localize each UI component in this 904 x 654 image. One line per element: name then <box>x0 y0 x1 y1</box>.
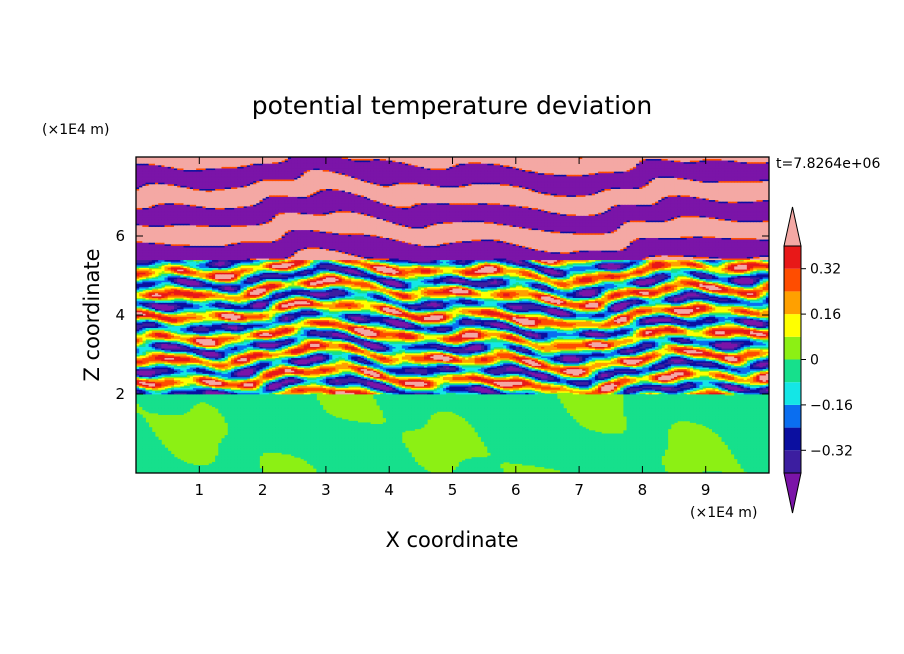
field-cell <box>573 419 577 421</box>
field-cell <box>380 424 384 426</box>
field-cell <box>221 438 225 440</box>
field-cell <box>218 443 222 445</box>
field-cell <box>139 415 143 417</box>
field-cell <box>329 415 333 417</box>
field-cell <box>149 427 153 429</box>
field-cell <box>418 465 422 467</box>
field-cell <box>373 424 377 426</box>
field-cell <box>415 462 419 464</box>
field-cell <box>168 451 172 453</box>
field-cell <box>155 437 159 439</box>
field-cell <box>402 443 406 445</box>
field-cell <box>367 422 371 424</box>
field-cell <box>164 448 168 450</box>
field-cell <box>171 454 175 456</box>
field-cell <box>158 440 162 442</box>
field-cell <box>424 470 428 472</box>
field-cell <box>471 457 475 459</box>
field-cell <box>152 432 156 434</box>
field-cell <box>478 457 482 459</box>
field-cell <box>465 459 469 461</box>
field-cell <box>408 452 412 454</box>
heatmap-field <box>136 157 769 473</box>
field-cell <box>332 416 336 418</box>
field-cell <box>364 422 368 424</box>
field-cell <box>209 464 213 466</box>
field-cell <box>595 432 599 434</box>
field-cell <box>585 429 589 431</box>
field-cell <box>582 427 586 429</box>
field-cell <box>190 464 194 466</box>
field-cell <box>161 445 165 447</box>
field-cell <box>453 470 457 472</box>
field-cell <box>177 459 181 461</box>
field-cell <box>193 465 197 467</box>
field-cell <box>383 422 387 424</box>
field-cell <box>459 462 463 464</box>
field-cell <box>661 465 665 467</box>
field-cell <box>342 419 346 421</box>
field-cell <box>604 434 608 436</box>
field-cell <box>146 422 150 424</box>
field-cell <box>345 419 349 421</box>
field-cell <box>180 460 184 462</box>
field-cell <box>183 462 187 464</box>
field-cell <box>199 465 203 467</box>
field-cell <box>589 430 593 432</box>
field-cell <box>475 457 479 459</box>
field-cell <box>370 424 374 426</box>
field-cell <box>354 421 358 423</box>
field-cell <box>481 457 485 459</box>
field-cell <box>579 426 583 428</box>
time-label: t=7.8264e+06 <box>776 156 880 172</box>
field-cell <box>468 459 472 461</box>
field-cell <box>335 418 339 420</box>
field-cell <box>500 468 504 470</box>
field-cell <box>487 456 491 458</box>
field-cell <box>617 434 621 436</box>
field-cell <box>212 462 216 464</box>
field-cell <box>576 422 580 424</box>
field-cell <box>358 422 362 424</box>
field-cell <box>421 467 425 469</box>
field-cell <box>592 430 596 432</box>
field-cell <box>462 460 466 462</box>
y-axis-unit: (×1E4 m) <box>42 122 109 138</box>
field-cell <box>411 457 415 459</box>
field-cell <box>215 456 219 458</box>
field-cell <box>623 430 627 432</box>
field-cell <box>202 465 206 467</box>
field-cell <box>608 434 612 436</box>
field-cell <box>614 434 618 436</box>
field-cell <box>598 432 602 434</box>
field-cell <box>351 421 355 423</box>
field-cell <box>142 418 146 420</box>
field-cell <box>570 416 574 418</box>
field-cell <box>484 457 488 459</box>
field-cell <box>361 422 365 424</box>
field-cell <box>206 465 210 467</box>
field-cell <box>348 421 352 423</box>
field-cell <box>601 434 605 436</box>
field-cell <box>225 435 229 437</box>
field-cell <box>339 418 343 420</box>
field-cell <box>187 464 191 466</box>
field-cell <box>456 467 460 469</box>
chart-title: potential temperature deviation <box>252 91 652 120</box>
field-cell <box>174 457 178 459</box>
field-cell <box>377 424 381 426</box>
field-cell <box>611 434 615 436</box>
field-cell <box>620 434 624 436</box>
field-cell <box>405 448 409 450</box>
